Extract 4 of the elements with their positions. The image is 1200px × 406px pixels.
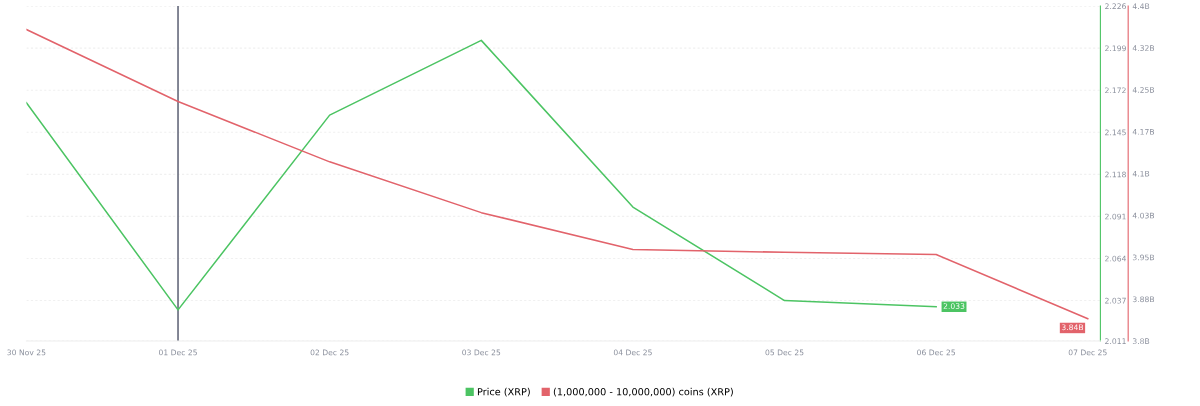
line-series xyxy=(26,28,1089,320)
legend-label: Price (XRP) xyxy=(477,387,530,397)
line-series xyxy=(26,39,937,311)
legend-label: (1,000,000 - 10,000,000) coins (XRP) xyxy=(553,387,733,397)
